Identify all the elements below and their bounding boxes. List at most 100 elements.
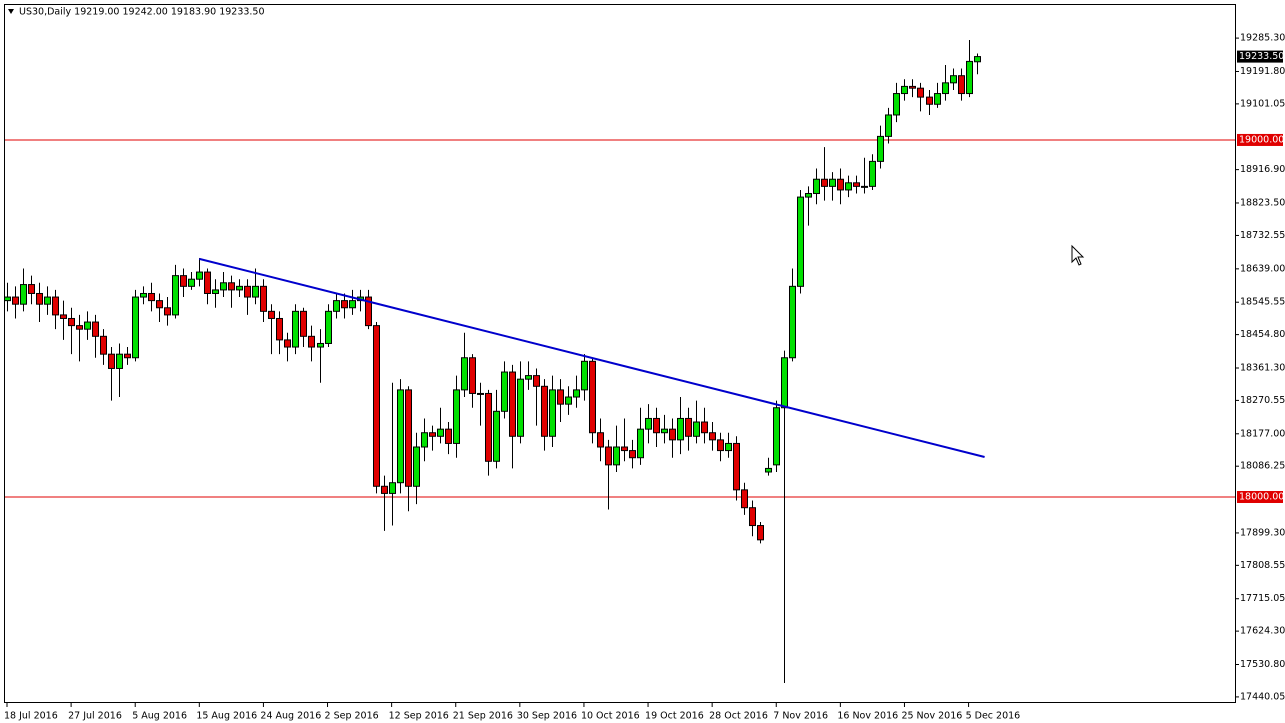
last-price-box: [1237, 50, 1283, 63]
candle-body: [637, 428, 644, 459]
candle-body: [974, 56, 981, 63]
candle-body: [741, 489, 748, 509]
candle-body: [284, 339, 291, 348]
candle-body: [573, 389, 580, 398]
candle-body: [757, 525, 764, 541]
candle-body: [477, 392, 484, 395]
candle-body: [677, 417, 684, 441]
x-tick-label: 30 Sep 2016: [517, 711, 577, 722]
candle-body: [869, 160, 876, 187]
candle-body: [709, 432, 716, 441]
candle-body: [749, 507, 756, 527]
candle-body: [901, 85, 908, 95]
candle-body: [164, 307, 171, 316]
candle-body: [413, 446, 420, 487]
plot-frame: [4, 4, 1236, 703]
candle-body: [124, 353, 131, 359]
candle-body: [276, 317, 283, 341]
trendline: [199, 257, 985, 458]
x-tick-label: 7 Nov 2016: [773, 711, 828, 722]
y-tick-label: 17899.30: [1240, 527, 1285, 538]
mouse-cursor: [1071, 244, 1085, 266]
candle-body: [268, 310, 275, 319]
candle-body: [292, 310, 299, 348]
y-tick-label: 19285.30: [1240, 33, 1285, 44]
price-label-box: [1237, 133, 1283, 146]
candle-body: [701, 421, 708, 434]
candle-body: [140, 292, 147, 298]
candle-body: [653, 417, 660, 434]
candle-body: [549, 389, 556, 437]
candle-body: [773, 407, 780, 466]
x-tick-label: 5 Aug 2016: [132, 711, 187, 722]
y-tick-label: 18639.00: [1240, 263, 1285, 274]
candle-body: [325, 310, 332, 344]
candle-body: [196, 271, 203, 280]
candle-body: [333, 300, 340, 312]
y-tick-label: 18361.30: [1240, 362, 1285, 373]
candle-body: [861, 185, 868, 188]
x-tick-label: 27 Jul 2016: [68, 711, 122, 722]
candle-body: [204, 271, 211, 294]
candle-body: [453, 389, 460, 444]
candle-body: [934, 93, 941, 105]
candle-body: [405, 389, 412, 487]
candle-body: [926, 96, 933, 105]
candle-body: [156, 300, 163, 309]
candle-body: [28, 284, 35, 294]
candle-body: [68, 317, 75, 327]
x-tick-label: 5 Dec 2016: [966, 711, 1021, 722]
candle-body: [837, 178, 844, 191]
candle-body: [20, 284, 27, 305]
x-tick-label: 10 Oct 2016: [581, 711, 640, 722]
y-tick-label: 18732.55: [1240, 230, 1285, 241]
candle-body: [172, 275, 179, 316]
candle-body: [132, 296, 139, 359]
candle-body: [44, 296, 51, 305]
y-tick-label: 17440.05: [1240, 691, 1285, 702]
candle-body: [958, 75, 965, 95]
candle-body: [349, 300, 356, 309]
candle-body: [669, 428, 676, 441]
candle-body: [917, 87, 924, 98]
candle-body: [429, 432, 436, 437]
y-tick-label: 19191.80: [1240, 66, 1285, 77]
x-tick-label: 24 Aug 2016: [260, 711, 321, 722]
candle-body: [12, 296, 19, 305]
candle-body: [445, 428, 452, 444]
candle-body: [877, 135, 884, 162]
candle-body: [685, 417, 692, 437]
candle-body: [236, 285, 243, 291]
y-tick-label: 18545.55: [1240, 297, 1285, 308]
candle-body: [461, 357, 468, 391]
x-tick-label: 12 Sep 2016: [389, 711, 449, 722]
candle-body: [4, 296, 11, 302]
price-label: 19000.00: [1239, 134, 1284, 145]
candle-body: [781, 357, 788, 409]
candle-body: [893, 93, 900, 116]
x-tick-label: 21 Sep 2016: [453, 711, 513, 722]
candle-body: [725, 442, 732, 452]
candle-body: [469, 357, 476, 394]
candle-body: [966, 60, 973, 95]
y-tick-label: 17808.55: [1240, 560, 1285, 571]
candle-body: [557, 389, 564, 405]
candle-body: [397, 389, 404, 484]
candle-body: [485, 392, 492, 462]
candle-body: [373, 325, 380, 487]
candle-body: [212, 289, 219, 294]
candle-body: [645, 417, 652, 430]
candle-body: [260, 285, 267, 312]
candle-body: [693, 421, 700, 437]
candle-body: [300, 310, 307, 337]
candle-body: [60, 314, 67, 319]
x-tick-label: 18 Jul 2016: [4, 711, 58, 722]
candle-body: [389, 482, 396, 494]
candle-body: [252, 285, 259, 298]
candle-body: [509, 371, 516, 437]
candle-body: [341, 300, 348, 309]
candle-body: [180, 275, 187, 287]
y-tick-label: 18177.00: [1240, 428, 1285, 439]
